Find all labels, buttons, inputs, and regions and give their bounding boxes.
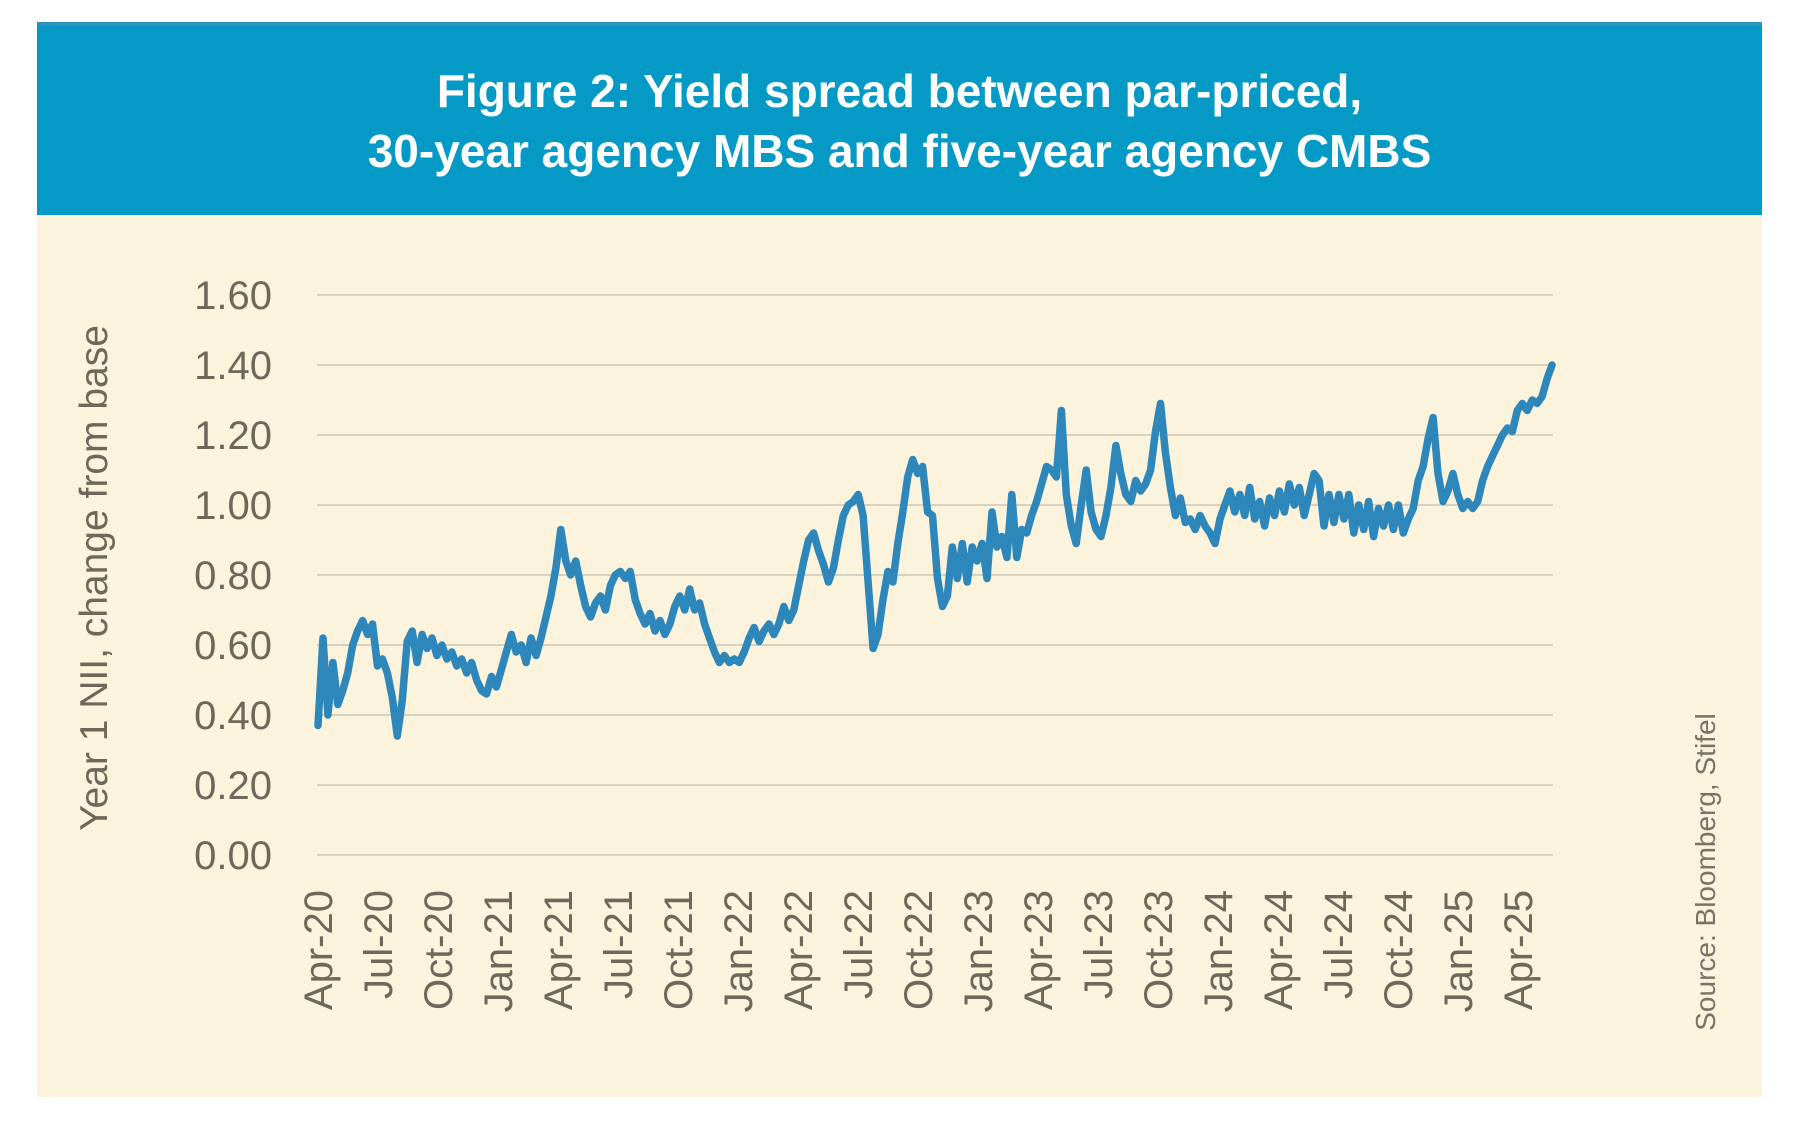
figure-title-line1: Figure 2: Yield spread between par-price… — [436, 64, 1363, 117]
y-tick-label: 1.40 — [194, 344, 272, 388]
y-tick-label: 0.80 — [194, 554, 272, 598]
x-tick-label: Jul-20 — [357, 890, 401, 999]
x-tick-label: Oct-23 — [1137, 890, 1181, 1010]
y-tick-label: 1.60 — [194, 274, 272, 318]
x-tick-label: Oct-22 — [897, 890, 941, 1010]
y-tick-label: 0.20 — [194, 764, 272, 808]
x-tick-label: Apr-25 — [1497, 890, 1541, 1010]
y-tick-label: 1.00 — [194, 484, 272, 528]
x-tick-label: Apr-22 — [777, 890, 821, 1010]
x-tick-label: Apr-20 — [297, 890, 341, 1010]
x-tick-label: Jan-21 — [477, 890, 521, 1012]
x-tick-label: Oct-20 — [417, 890, 461, 1010]
x-tick-label: Jan-24 — [1197, 890, 1241, 1012]
x-tick-label: Jul-21 — [597, 890, 641, 999]
title-banner: Figure 2: Yield spread between par-price… — [37, 22, 1762, 215]
x-tick-label: Jan-22 — [717, 890, 761, 1012]
x-tick-label: Oct-21 — [657, 890, 701, 1010]
figure-title-line2: 30-year agency MBS and five-year agency … — [367, 124, 1432, 177]
x-tick-label: Jan-25 — [1437, 890, 1481, 1012]
y-tick-label: 1.20 — [194, 414, 272, 458]
x-tick-label: Jan-23 — [957, 890, 1001, 1012]
x-tick-label: Jul-24 — [1317, 890, 1361, 999]
x-tick-label: Oct-24 — [1377, 890, 1421, 1010]
y-tick-label: 0.40 — [194, 694, 272, 738]
y-tick-label: 0.60 — [194, 624, 272, 668]
yield-spread-series-line — [314, 361, 1556, 740]
x-tick-label: Apr-21 — [537, 890, 581, 1010]
x-tick-label: Jul-22 — [837, 890, 881, 999]
x-tick-label: Apr-24 — [1257, 890, 1301, 1010]
source-attribution: Source: Bloomberg, Stifel — [1690, 713, 1721, 1031]
y-tick-label: 0.00 — [194, 834, 272, 878]
x-tick-label: Apr-23 — [1017, 890, 1061, 1010]
x-tick-label: Jul-23 — [1077, 890, 1121, 999]
